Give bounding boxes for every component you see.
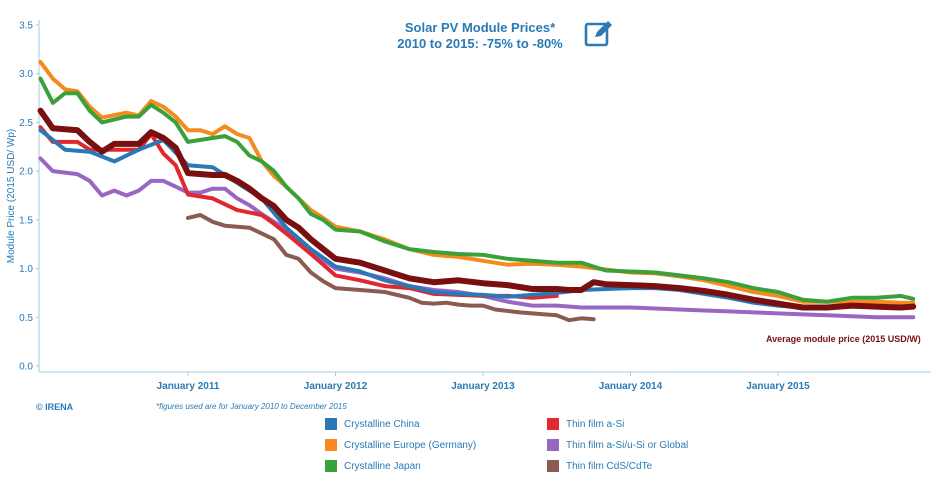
legend-item-thin-film-cdte[interactable]: Thin film CdS/CdTe [547,460,652,472]
x-tick-label: January 2011 [157,381,220,392]
y-tick-label: 2.0 [19,167,33,178]
legend-swatch-europe [325,439,337,451]
series-line-asi [38,125,559,300]
legend-swatch-china [325,418,337,430]
chart-title-line2: 2010 to 2015: -75% to -80% [397,36,563,51]
chart-labels: 0.0 0.5 1.0 1.5 2.0 2.5 3.0 3.5 January 2011 Janu… [6,21,810,393]
y-tick-label: 0.0 [19,362,33,373]
series-line-average [37,107,917,311]
legend-label: Thin film CdS/CdTe [566,460,653,472]
y-tick-label: 3.0 [19,69,33,80]
copyright-text: © IRENA [36,402,74,412]
series-line-japan [38,76,916,304]
edit-icon[interactable] [584,19,614,49]
x-tick-label: January 2014 [599,381,663,392]
legend-label: Crystalline Japan [344,460,421,472]
legend-item-thin-film-asi[interactable]: Thin film a-Si [547,418,624,430]
series-layer [37,60,917,323]
legend-label: Crystalline Europe (Germany) [344,439,477,451]
footnote-text: *figures used are for January 2010 to De… [156,402,347,411]
x-tick-label: January 2012 [304,381,368,392]
average-price-label: Average module price (2015 USD/W) [766,334,921,344]
chart-axes [36,20,931,376]
legend-item-crystalline-japan[interactable]: Crystalline Japan [325,460,421,472]
y-axis-label: Module Price (2015 USD/ Wp) [6,129,17,264]
legend: Crystalline China Crystalline Europe (Ge… [325,418,745,484]
y-tick-label: 3.5 [19,21,33,32]
y-tick-label: 2.5 [19,118,33,129]
x-tick-label: January 2013 [451,381,515,392]
legend-label: Thin film a-Si/u-Si or Global [566,439,689,451]
y-tick-label: 0.5 [19,313,33,324]
series-line-cdte [186,213,596,323]
chart-title: Solar PV Module Prices* 2010 to 2015: -7… [380,20,580,52]
legend-item-crystalline-china[interactable]: Crystalline China [325,418,420,430]
legend-label: Thin film a-Si [566,418,625,430]
legend-swatch-asi [547,418,559,430]
legend-item-crystalline-europe[interactable]: Crystalline Europe (Germany) [325,439,476,451]
series-line-europe [38,60,916,305]
y-tick-label: 1.5 [19,215,33,226]
price-chart: 0.0 0.5 1.0 1.5 2.0 2.5 3.0 3.5 January 2011 Janu… [6,20,931,393]
legend-swatch-cdte [547,460,559,472]
legend-swatch-asi-global [547,439,559,451]
chart-title-line1: Solar PV Module Prices* [404,20,556,35]
legend-label: Crystalline China [344,418,420,430]
y-tick-label: 1.0 [19,264,33,275]
legend-swatch-japan [325,460,337,472]
legend-item-thin-film-asi-global[interactable]: Thin film a-Si/u-Si or Global [547,439,688,451]
x-tick-label: January 2015 [746,381,810,392]
